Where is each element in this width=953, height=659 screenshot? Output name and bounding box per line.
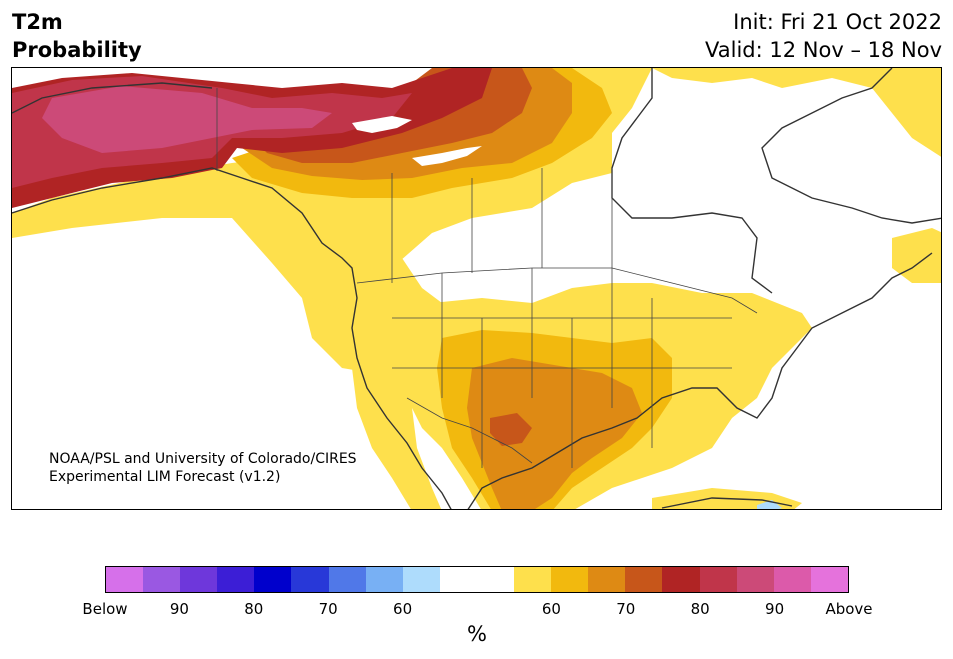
variable-title: T2m: [12, 10, 63, 34]
colorbar-segment: [625, 567, 663, 592]
colorbar-tick-label: 60: [541, 600, 561, 618]
colorbar-tick-label: 80: [244, 600, 264, 618]
colorbar-segment: [588, 567, 626, 592]
colorbar-tick-label: Above: [825, 600, 873, 618]
colorbar-segment: [476, 567, 515, 592]
credit-line-2: Experimental LIM Forecast (v1.2): [49, 469, 281, 485]
credit-line-1: NOAA/PSL and University of Colorado/CIRE…: [49, 451, 357, 467]
zone-70-south: [467, 358, 642, 509]
probability-map: [12, 68, 941, 509]
zone-below-60-caribbean: [757, 500, 782, 509]
colorbar-segment: [143, 567, 181, 592]
map-title: T2m Probability: [12, 8, 142, 64]
zone-60-maritimes: [892, 228, 941, 283]
colorbar-tick-label: 80: [690, 600, 710, 618]
zone-75-texas: [490, 413, 532, 446]
valid-range: Valid: 12 Nov – 18 Nov: [705, 38, 942, 62]
date-info: Init: Fri 21 Oct 2022 Valid: 12 Nov – 18…: [705, 8, 942, 64]
colorbar-segment: [699, 567, 737, 592]
zone-90-alaska: [42, 86, 332, 153]
colorbar-unit: %: [467, 622, 487, 646]
colorbar-segment: [662, 567, 700, 592]
lake-great-bear: [352, 116, 412, 133]
borders: [216, 88, 758, 468]
colorbar-segment: [551, 567, 589, 592]
colorbar-segment: [810, 567, 848, 592]
colorbar-tick-label: 90: [169, 600, 189, 618]
colorbar-tick-label: 70: [318, 600, 338, 618]
colorbar-segment: [514, 567, 552, 592]
coastlines: [12, 68, 941, 509]
zone-60-west-coast: [347, 238, 442, 509]
colorbar-segment: [217, 567, 255, 592]
colorbar-segment: [402, 567, 440, 592]
colorbar-segment: [328, 567, 366, 592]
colorbar-segment: [254, 567, 292, 592]
colorbar-segment: [773, 567, 811, 592]
map-panel: [11, 67, 942, 510]
colorbar-tick-label: 60: [393, 600, 413, 618]
credit-text: NOAA/PSL and University of Colorado/CIRE…: [49, 450, 357, 486]
colorbar-segment: [180, 567, 218, 592]
zone-60-east-canada: [652, 68, 941, 157]
colorbar-segment: [736, 567, 774, 592]
colorbar: [105, 566, 849, 593]
colorbar-segment: [439, 567, 477, 592]
colorbar-segment: [106, 567, 144, 592]
colorbar-tick-label: Below: [82, 600, 128, 618]
colorbar-tick-label: 70: [616, 600, 636, 618]
product-title: Probability: [12, 38, 142, 62]
colorbar-segment: [365, 567, 403, 592]
colorbar-tick-label: 90: [765, 600, 785, 618]
colorbar-segment: [291, 567, 329, 592]
init-date: Init: Fri 21 Oct 2022: [733, 10, 942, 34]
lake-great-slave: [412, 146, 482, 166]
